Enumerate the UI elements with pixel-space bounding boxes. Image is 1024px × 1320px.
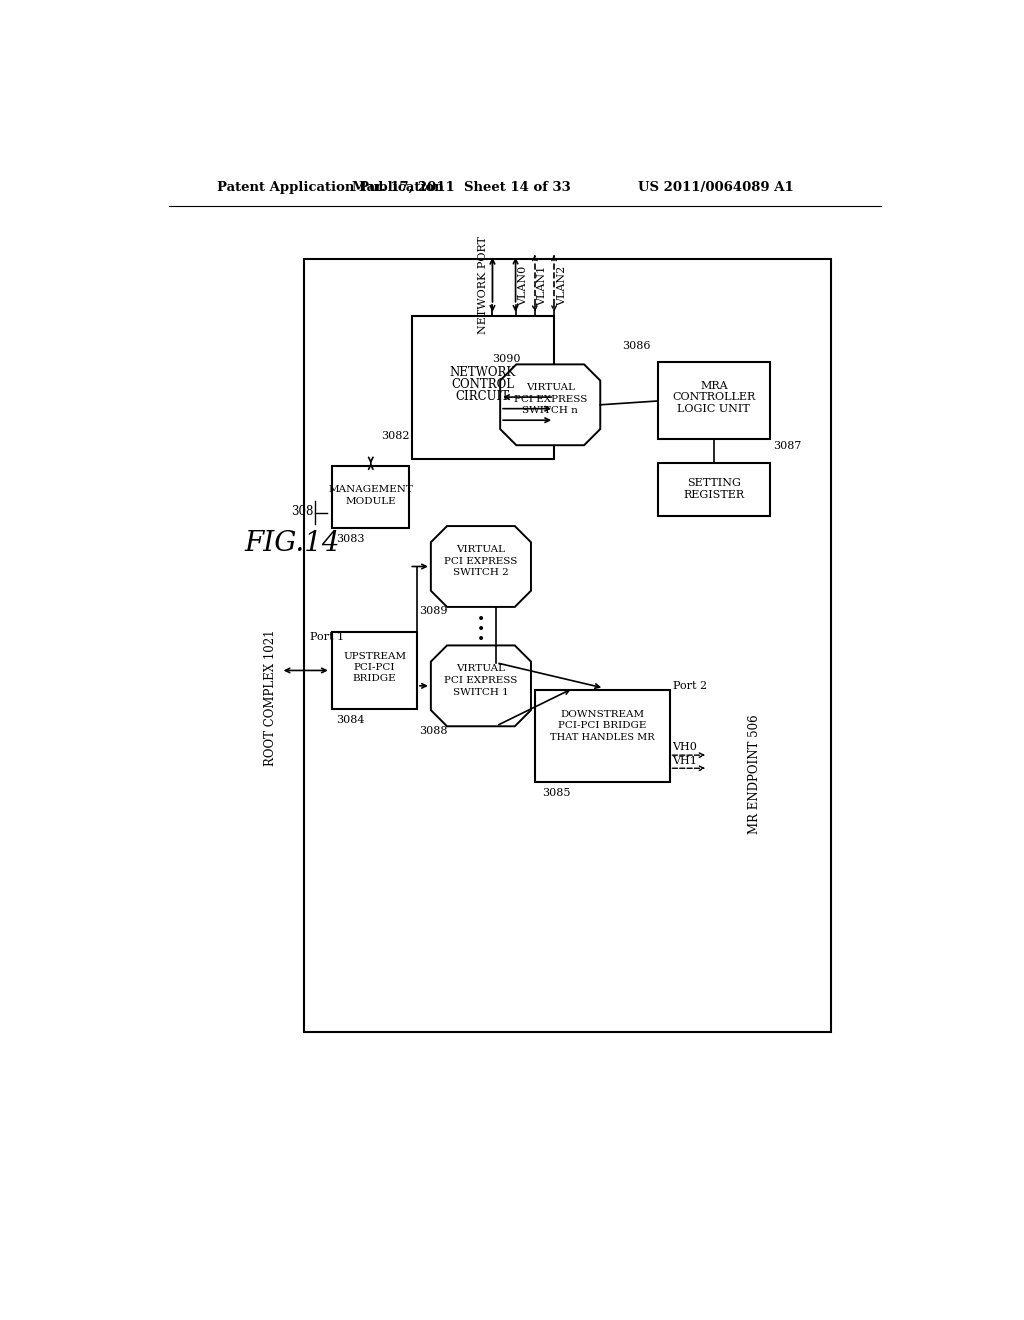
- Text: VIRTUAL: VIRTUAL: [457, 664, 506, 673]
- Text: 308: 308: [291, 504, 313, 517]
- Text: THAT HANDLES MR: THAT HANDLES MR: [550, 733, 654, 742]
- Text: VH0: VH0: [672, 742, 696, 752]
- Polygon shape: [431, 645, 531, 726]
- Text: FIG.14: FIG.14: [245, 529, 340, 557]
- Text: VLAN0: VLAN0: [518, 265, 528, 305]
- Polygon shape: [431, 527, 531, 607]
- Text: 3087: 3087: [773, 441, 802, 450]
- Text: Mar. 17, 2011  Sheet 14 of 33: Mar. 17, 2011 Sheet 14 of 33: [352, 181, 571, 194]
- Text: LOGIC UNIT: LOGIC UNIT: [678, 404, 751, 413]
- Text: SWITCH 2: SWITCH 2: [453, 568, 509, 577]
- Text: UPSTREAM: UPSTREAM: [343, 652, 407, 661]
- Text: NETWORK: NETWORK: [450, 366, 516, 379]
- FancyBboxPatch shape: [535, 689, 670, 781]
- Text: •: •: [477, 634, 485, 647]
- Text: US 2011/0064089 A1: US 2011/0064089 A1: [638, 181, 794, 194]
- Text: CONTROL: CONTROL: [452, 378, 514, 391]
- Text: Port 2: Port 2: [674, 681, 708, 690]
- Text: NETWORK PORT: NETWORK PORT: [478, 236, 488, 334]
- Text: ROOT COMPLEX 1021: ROOT COMPLEX 1021: [264, 630, 278, 766]
- Text: PCI EXPRESS: PCI EXPRESS: [444, 676, 517, 685]
- Text: 3083: 3083: [336, 533, 365, 544]
- Text: •: •: [477, 614, 485, 627]
- Text: Patent Application Publication: Patent Application Publication: [217, 181, 443, 194]
- Text: SETTING: SETTING: [687, 478, 740, 487]
- Text: MODULE: MODULE: [345, 498, 396, 507]
- FancyBboxPatch shape: [412, 317, 554, 459]
- Text: REGISTER: REGISTER: [683, 490, 744, 500]
- FancyBboxPatch shape: [658, 462, 770, 516]
- FancyBboxPatch shape: [658, 363, 770, 440]
- Text: VIRTUAL: VIRTUAL: [457, 545, 506, 554]
- Text: PCI EXPRESS: PCI EXPRESS: [513, 395, 587, 404]
- Text: 3090: 3090: [493, 354, 521, 363]
- Text: 3084: 3084: [336, 714, 365, 725]
- Text: VLAN2: VLAN2: [557, 265, 566, 305]
- Text: PCI-PCI: PCI-PCI: [354, 663, 395, 672]
- Text: SWITCH 1: SWITCH 1: [453, 688, 509, 697]
- FancyBboxPatch shape: [333, 632, 417, 709]
- Text: PCI-PCI BRIDGE: PCI-PCI BRIDGE: [558, 722, 646, 730]
- Text: VLAN1: VLAN1: [538, 265, 548, 305]
- Polygon shape: [500, 364, 600, 445]
- FancyBboxPatch shape: [333, 466, 410, 528]
- Text: 3082: 3082: [381, 430, 410, 441]
- Text: CIRCUIT: CIRCUIT: [456, 391, 510, 403]
- FancyBboxPatch shape: [304, 259, 831, 1032]
- Text: 3089: 3089: [419, 606, 447, 616]
- Text: PCI EXPRESS: PCI EXPRESS: [444, 557, 517, 565]
- Text: 3088: 3088: [419, 726, 447, 735]
- Text: DOWNSTREAM: DOWNSTREAM: [560, 710, 644, 719]
- Text: 3086: 3086: [622, 341, 650, 351]
- Text: MRA: MRA: [700, 380, 728, 391]
- Text: VH1: VH1: [672, 755, 696, 766]
- Text: •: •: [477, 623, 485, 638]
- Text: SWITCH n: SWITCH n: [522, 407, 579, 416]
- Text: VIRTUAL: VIRTUAL: [525, 383, 574, 392]
- Text: CONTROLLER: CONTROLLER: [672, 392, 756, 403]
- Text: 3085: 3085: [543, 788, 571, 797]
- Text: Port 1: Port 1: [310, 632, 344, 643]
- Text: MR ENDPOINT 506: MR ENDPOINT 506: [748, 714, 761, 834]
- Text: MANAGEMENT: MANAGEMENT: [329, 484, 414, 494]
- Text: BRIDGE: BRIDGE: [353, 673, 396, 682]
